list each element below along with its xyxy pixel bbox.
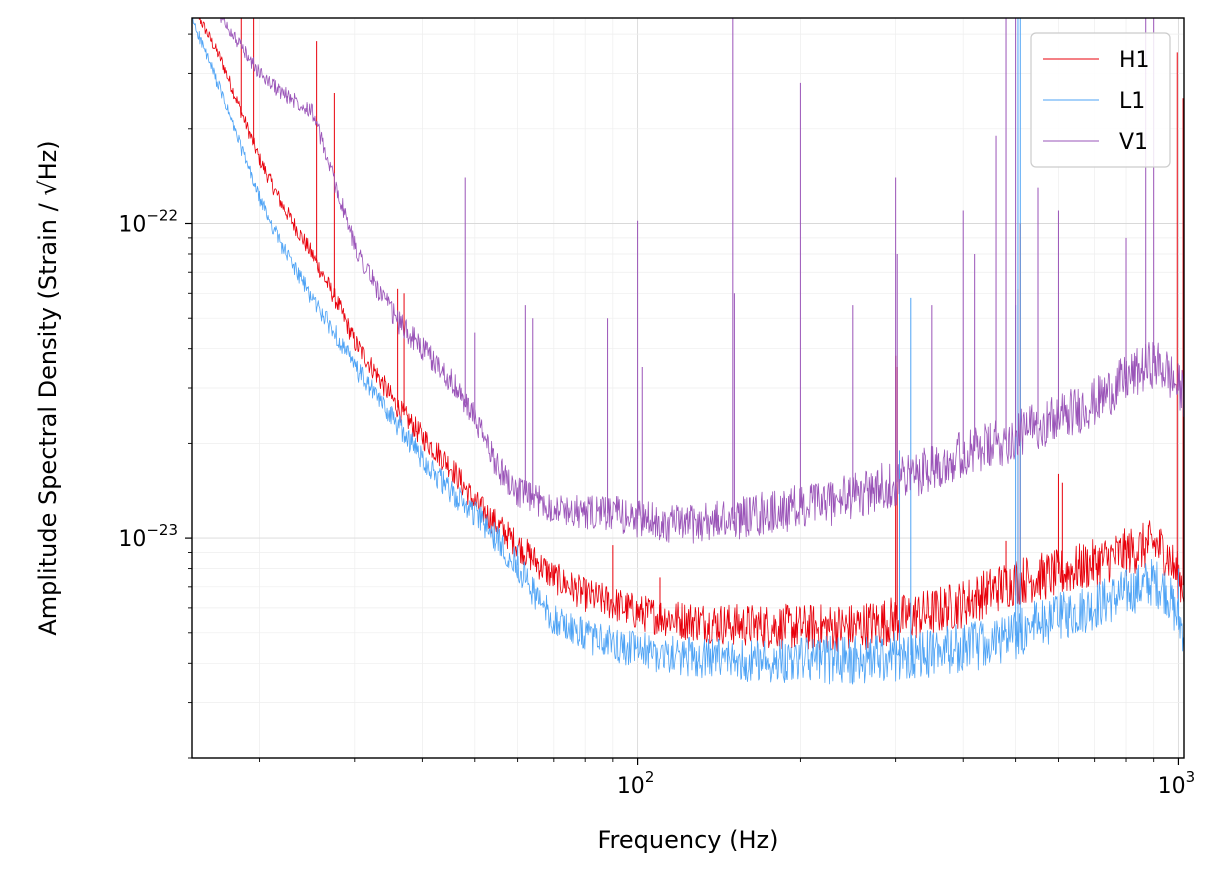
y-tick-label: 10−23: [118, 521, 178, 552]
x-tick-label: 103: [1158, 768, 1196, 799]
series-line-H1: [198, 18, 1184, 652]
legend-box: [1030, 32, 1171, 168]
legend-label-H1: H1: [1119, 48, 1150, 73]
x-tick-label: 102: [617, 768, 655, 799]
legend-label-L1: L1: [1119, 89, 1145, 114]
legend: H1 L1 V1: [1030, 32, 1171, 168]
legend-label-V1: V1: [1119, 130, 1148, 155]
series-H1: [198, 18, 1184, 652]
x-axis-label: Frequency (Hz): [598, 826, 779, 854]
y-axis-label: Amplitude Spectral Density (Strain / √Hz…: [34, 140, 62, 635]
series-L1: [192, 18, 1184, 685]
y-tick-label: 10−22: [118, 207, 178, 238]
series-line-V1: [220, 18, 1184, 544]
series-line-L1: [192, 18, 1184, 685]
axis-ticks: 102 103 10−23 10−22: [118, 33, 1196, 799]
